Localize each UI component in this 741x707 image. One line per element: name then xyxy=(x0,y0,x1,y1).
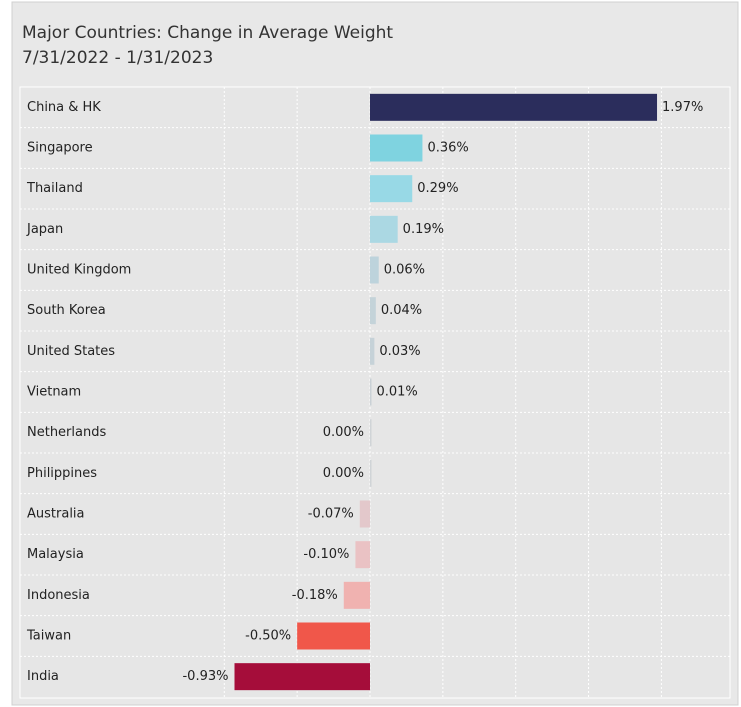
category-label: Australia xyxy=(27,507,85,522)
chart-subtitle: 7/31/2022 - 1/31/2023 xyxy=(22,48,213,68)
bar xyxy=(234,663,370,691)
plot: China & HK 1.97% Singapore 0.36% Thailand 0.2… xyxy=(20,87,730,697)
category-label: Taiwan xyxy=(26,629,71,644)
chart-title: Major Countries: Change in Average Weigh… xyxy=(22,23,393,43)
value-label: 1.97% xyxy=(662,100,703,115)
bar xyxy=(355,541,370,569)
value-label: -0.18% xyxy=(292,588,338,603)
bar xyxy=(370,93,658,121)
value-label: -0.93% xyxy=(182,669,228,684)
value-label: 0.00% xyxy=(323,425,364,440)
category-label: United Kingdom xyxy=(27,263,131,278)
category-label: Malaysia xyxy=(27,547,84,562)
category-label: Thailand xyxy=(26,181,83,196)
bar xyxy=(370,134,423,162)
bar xyxy=(370,175,413,203)
category-label: Philippines xyxy=(27,466,97,481)
value-label: 0.03% xyxy=(379,344,420,359)
value-label: -0.50% xyxy=(245,629,291,644)
bar xyxy=(343,581,370,609)
bar xyxy=(370,337,375,365)
bar xyxy=(359,500,370,528)
value-label: 0.06% xyxy=(384,263,425,278)
value-label: 0.29% xyxy=(417,181,458,196)
bar xyxy=(370,256,379,284)
category-label: South Korea xyxy=(27,303,106,318)
value-label: 0.01% xyxy=(376,385,417,400)
category-label: Singapore xyxy=(27,141,93,156)
value-label: -0.10% xyxy=(303,547,349,562)
value-label: 0.36% xyxy=(427,141,468,156)
bar xyxy=(370,215,398,243)
category-label: China & HK xyxy=(27,100,101,115)
value-label: 0.19% xyxy=(403,222,444,237)
category-label: Vietnam xyxy=(27,385,81,400)
value-label: 0.00% xyxy=(323,466,364,481)
bar xyxy=(370,419,372,447)
category-label: Indonesia xyxy=(27,588,90,603)
category-label: Netherlands xyxy=(27,425,106,440)
category-label: Japan xyxy=(26,222,63,237)
bar xyxy=(297,622,370,650)
category-label: United States xyxy=(27,344,115,359)
bar xyxy=(370,378,372,406)
bar xyxy=(370,297,376,325)
value-label: -0.07% xyxy=(308,507,354,522)
value-label: 0.04% xyxy=(381,303,422,318)
category-label: India xyxy=(27,669,59,684)
bar xyxy=(370,459,372,487)
